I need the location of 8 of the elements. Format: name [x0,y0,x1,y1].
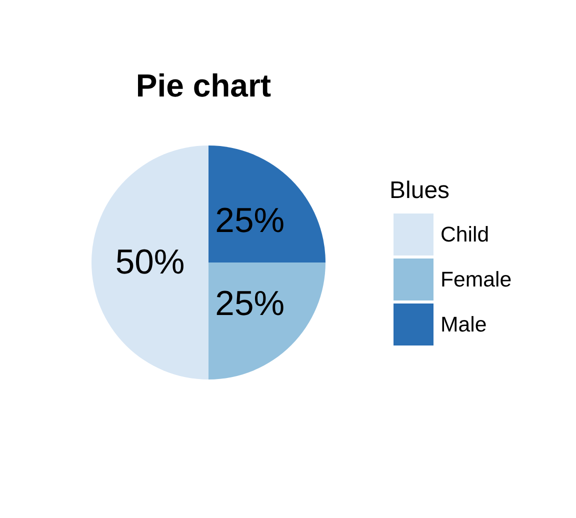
legend-label: Female [440,268,512,292]
legend-label: Child [440,222,490,246]
data-label: 25% [215,284,285,323]
data-label: 50% [115,244,185,282]
data-label: 25% [215,202,285,240]
legend-title: Blues [390,177,450,204]
chart-title: Pie chart [136,68,272,104]
legend-label: Male [440,312,487,336]
